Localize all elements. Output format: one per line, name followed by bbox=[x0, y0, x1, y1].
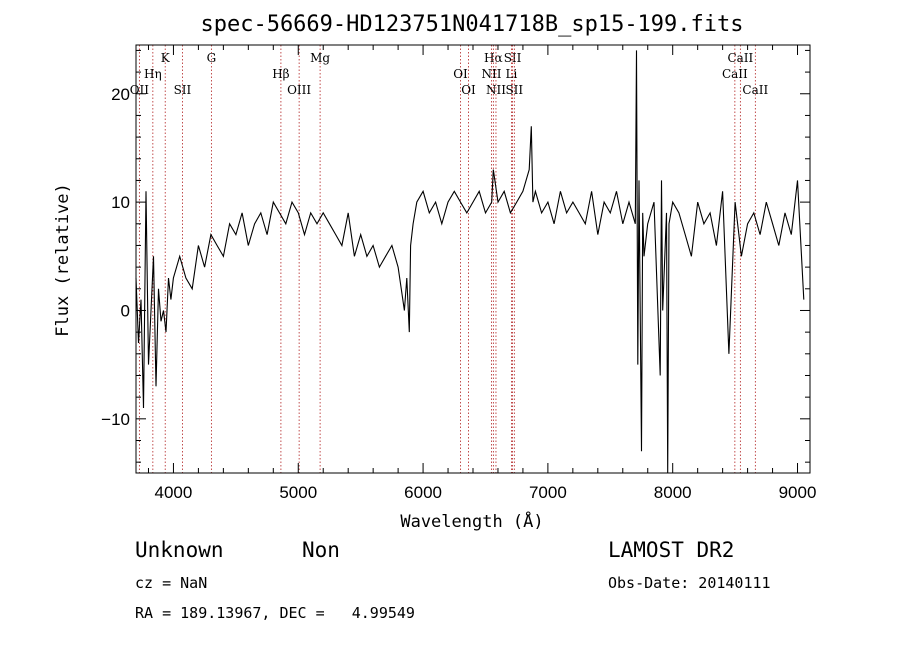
x-tick-label: 6000 bbox=[404, 483, 442, 502]
observation-date: Obs-Date: 20140111 bbox=[608, 574, 771, 592]
axis-ticks: 4000 5000 6000 7000 8000 9000 −10 0 10 20 bbox=[101, 45, 816, 502]
plot-frame bbox=[135, 44, 811, 474]
x-axis-label: Wavelength (Å) bbox=[400, 510, 543, 532]
line-label: OIII bbox=[287, 83, 311, 97]
line-label: Hη bbox=[144, 67, 162, 81]
line-label: G bbox=[207, 51, 217, 65]
line-label: CaII bbox=[727, 51, 753, 65]
survey-name: LAMOST DR2 bbox=[608, 538, 735, 562]
chart-title: spec-56669-HD123751N041718B_sp15-199.fit… bbox=[200, 12, 743, 37]
x-tick-label: 4000 bbox=[155, 483, 193, 502]
coordinates: RA = 189.13967, DEC = 4.99549 bbox=[135, 604, 415, 622]
line-label: SII bbox=[174, 83, 192, 97]
y-tick-label: 20 bbox=[111, 85, 130, 104]
x-tick-label: 5000 bbox=[279, 483, 317, 502]
x-tick-label: 8000 bbox=[654, 483, 692, 502]
object-subclass: Non bbox=[302, 538, 340, 562]
spectrum-plot: spec-56669-HD123751N041718B_sp15-199.fit… bbox=[53, 12, 816, 532]
line-label: Hα bbox=[484, 51, 503, 65]
line-label: SII bbox=[505, 83, 523, 97]
spectrum-series bbox=[135, 50, 805, 474]
y-tick-label: 10 bbox=[111, 193, 130, 212]
line-label: NII bbox=[486, 83, 506, 97]
y-tick-label: −10 bbox=[101, 410, 130, 429]
y-axis-label: Flux (relative) bbox=[53, 183, 73, 337]
x-tick-label: 7000 bbox=[529, 483, 567, 502]
line-label: Li bbox=[506, 67, 518, 81]
line-label: Hβ bbox=[272, 67, 289, 81]
x-tick-label: 9000 bbox=[779, 483, 817, 502]
line-label: NII bbox=[481, 67, 501, 81]
line-label: CaII bbox=[742, 83, 768, 97]
redshift-cz: cz = NaN bbox=[135, 574, 208, 592]
line-label: OI bbox=[461, 83, 476, 97]
line-label: CaII bbox=[722, 67, 748, 81]
line-label: K bbox=[161, 51, 171, 65]
line-label: SII bbox=[504, 51, 522, 65]
object-class: Unknown bbox=[135, 538, 224, 562]
line-label: OI bbox=[453, 67, 468, 81]
spectrum-line bbox=[135, 50, 805, 474]
y-tick-label: 0 bbox=[121, 301, 130, 320]
line-label: OII bbox=[130, 83, 150, 97]
line-label: Mg bbox=[310, 51, 330, 65]
